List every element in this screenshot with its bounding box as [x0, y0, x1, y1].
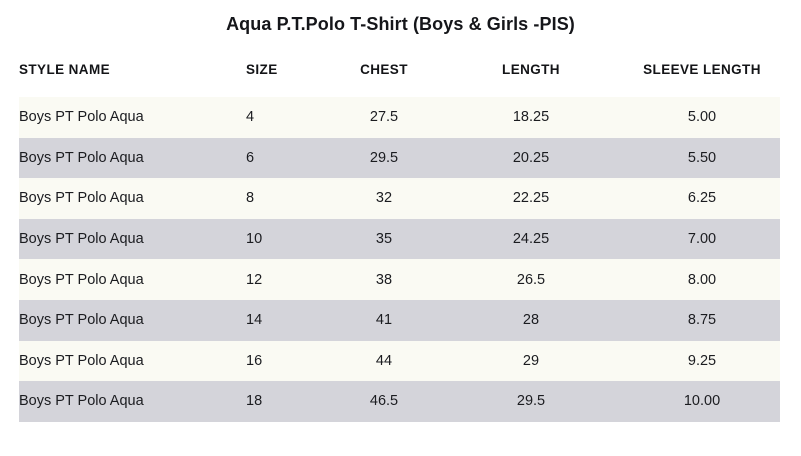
size-chart-body: Boys PT Polo Aqua 4 27.5 18.25 5.00 Boys PT P… [19, 97, 780, 422]
table-row: Boys PT Polo Aqua 6 29.5 20.25 5.50 [19, 137, 780, 179]
table-cell: Boys PT Polo Aqua [19, 190, 144, 207]
table-cell: 6.25 [687, 190, 717, 207]
table-cell: 26.5 [516, 271, 546, 288]
table-cell: 18 [246, 393, 263, 410]
table-cell: Boys PT Polo Aqua [19, 231, 144, 248]
table-row: Boys PT Polo Aqua 18 46.5 29.5 10.00 [19, 381, 780, 422]
table-cell: 28 [522, 312, 540, 329]
table-cell: 46.5 [369, 393, 399, 410]
table-cell: 5.50 [687, 149, 717, 166]
table-cell: 35 [375, 231, 393, 248]
table-cell: 4 [246, 109, 255, 126]
column-header-sleeve-length: SLEEVE LENGTH [624, 35, 780, 97]
table-cell: 41 [375, 312, 393, 329]
table-cell: 29.5 [516, 393, 546, 410]
table-row: Boys PT Polo Aqua 12 38 26.5 8.00 [19, 259, 780, 300]
table-cell: 14 [246, 312, 263, 329]
table-cell: 24.25 [512, 231, 550, 248]
size-chart-header: STYLE NAME SIZE CHEST LENGTH SLEEVE LENG… [19, 35, 780, 97]
column-header-chest: CHEST [330, 35, 438, 97]
table-cell: 27.5 [369, 109, 399, 126]
table-cell: 18.25 [512, 109, 550, 126]
table-cell: Boys PT Polo Aqua [19, 352, 144, 369]
table-cell: 20.25 [512, 149, 550, 166]
table-row: Boys PT Polo Aqua 14 41 28 8.75 [19, 299, 780, 341]
table-row: Boys PT Polo Aqua 16 44 29 9.25 [19, 340, 780, 382]
table-cell: 12 [246, 271, 263, 288]
table-cell: 44 [375, 352, 393, 369]
table-cell: 10 [246, 231, 263, 248]
table-cell: Boys PT Polo Aqua [19, 312, 144, 329]
table-row: Boys PT Polo Aqua 4 27.5 18.25 5.00 [19, 97, 780, 138]
table-cell: 8.00 [687, 271, 717, 288]
column-header-size: SIZE [246, 35, 330, 97]
table-row: Boys PT Polo Aqua 8 32 22.25 6.25 [19, 178, 780, 219]
table-cell: 29.5 [369, 149, 399, 166]
table-cell: 38 [375, 271, 393, 288]
table-cell: 16 [246, 352, 263, 369]
header-row: STYLE NAME SIZE CHEST LENGTH SLEEVE LENG… [19, 35, 780, 97]
table-cell: Boys PT Polo Aqua [19, 149, 144, 166]
size-chart-table: STYLE NAME SIZE CHEST LENGTH SLEEVE LENG… [19, 35, 780, 422]
table-cell: Boys PT Polo Aqua [19, 271, 144, 288]
table-cell: Boys PT Polo Aqua [19, 393, 144, 410]
table-cell: 6 [246, 149, 255, 166]
table-cell: 22.25 [512, 190, 550, 207]
table-cell: Boys PT Polo Aqua [19, 109, 144, 126]
table-cell: 29 [522, 352, 540, 369]
table-cell: 10.00 [683, 393, 721, 410]
table-cell: 7.00 [687, 231, 717, 248]
table-cell: 9.25 [687, 352, 717, 369]
table-cell: 5.00 [687, 109, 717, 126]
table-cell: 8.75 [687, 312, 717, 329]
table-cell: 8 [246, 190, 255, 207]
page-title: Aqua P.T.Polo T-Shirt (Boys & Girls -PIS… [226, 14, 575, 34]
column-header-length: LENGTH [438, 35, 624, 97]
table-cell: 32 [375, 190, 393, 207]
column-header-style-name: STYLE NAME [19, 35, 246, 97]
table-row: Boys PT Polo Aqua 10 35 24.25 7.00 [19, 218, 780, 260]
